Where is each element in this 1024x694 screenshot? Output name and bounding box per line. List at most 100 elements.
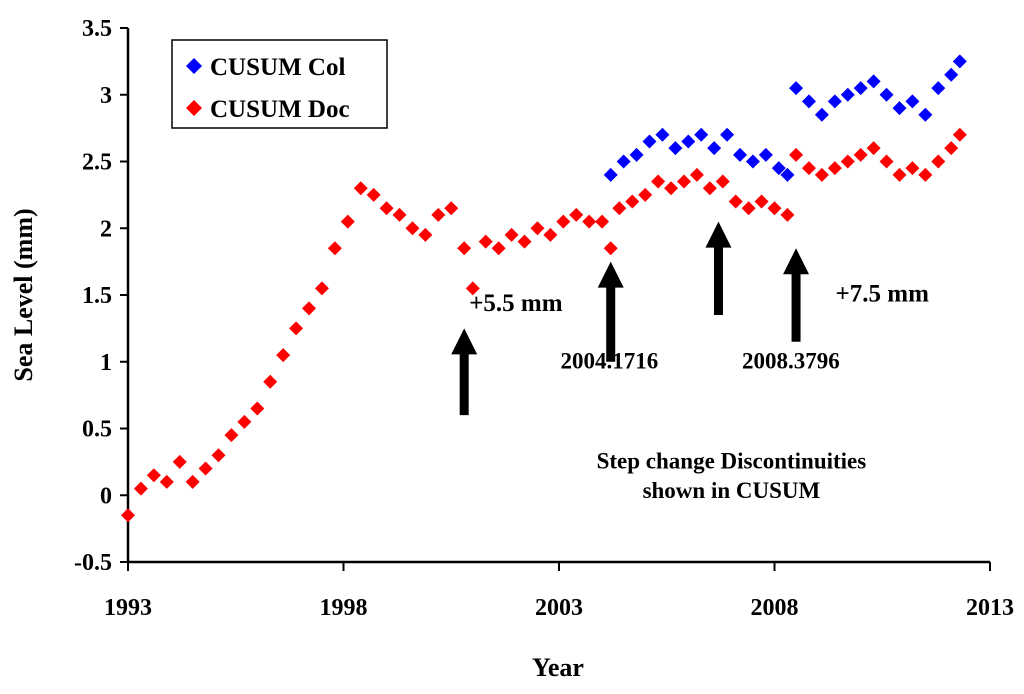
cusum-col-point xyxy=(681,134,696,149)
cusum-doc-point xyxy=(405,221,420,236)
cusum-col-point xyxy=(918,107,933,122)
cusum-doc-point xyxy=(754,194,769,209)
legend-marker xyxy=(186,58,202,74)
cusum-doc-point xyxy=(840,154,855,169)
legend: CUSUM Col CUSUM Doc xyxy=(171,39,388,129)
cusum-doc-point xyxy=(603,241,618,256)
cusum-col-point xyxy=(944,67,959,82)
cusum-doc-point xyxy=(133,481,148,496)
cusum-doc-point xyxy=(905,161,920,176)
cusum-col-point xyxy=(879,87,894,102)
cusum-doc-point xyxy=(121,508,135,523)
cusum-doc-point xyxy=(379,201,394,216)
cusum-col-point xyxy=(629,147,644,162)
cusum-doc-point xyxy=(418,227,433,242)
x-tick-label: 1998 xyxy=(320,595,368,621)
cusum-doc-point xyxy=(289,321,304,336)
cusum-col-point xyxy=(707,141,722,156)
cusum-col-point xyxy=(892,101,907,116)
legend-label: CUSUM Col xyxy=(210,54,345,81)
y-tick-label: 2 xyxy=(100,216,112,242)
cusum-col-point xyxy=(655,127,670,142)
annotation-note: Step change Discontinuities xyxy=(597,449,867,474)
cusum-doc-point xyxy=(211,448,226,463)
cusum-col-point xyxy=(866,74,881,89)
data-points xyxy=(121,54,967,523)
cusum-doc-point xyxy=(159,474,174,489)
cusum-doc-point xyxy=(314,281,329,296)
cusum-doc-point xyxy=(931,154,946,169)
cusum-col-point xyxy=(616,154,631,169)
annotation-label: 2008.3796 xyxy=(742,348,840,373)
y-tick-label: 2.5 xyxy=(82,150,112,176)
cusum-col-point xyxy=(827,94,842,109)
cusum-doc-point xyxy=(715,174,730,189)
cusum-col-point xyxy=(758,147,773,162)
y-tick-label: 1 xyxy=(100,350,112,376)
cusum-doc-point xyxy=(676,174,691,189)
cusum-doc-point xyxy=(250,401,265,416)
cusum-doc-point xyxy=(702,181,717,196)
step-arrows xyxy=(451,221,810,416)
cusum-doc-point xyxy=(918,167,933,182)
arrow-head xyxy=(597,261,624,288)
cusum-doc-point xyxy=(595,214,610,229)
y-tick-label: 3.5 xyxy=(82,16,112,42)
cusum-doc-point xyxy=(801,161,816,176)
cusum-doc-point xyxy=(543,227,558,242)
annotations: +5.5 mm 2004.1716 2008.3796 +7.5 mm Step cha… xyxy=(469,281,929,503)
cusum-doc-point xyxy=(263,374,278,389)
cusum-col-point xyxy=(780,167,795,182)
x-tick-label: 2008 xyxy=(751,595,799,621)
y-tick-label: 3 xyxy=(100,83,112,109)
cusum-doc-point xyxy=(625,194,640,209)
annotation-label: +7.5 mm xyxy=(836,281,930,308)
cusum-doc-point xyxy=(530,221,545,236)
cusum-doc-point xyxy=(866,141,881,156)
cusum-col-point xyxy=(853,81,868,96)
cusum-doc-point xyxy=(444,201,459,216)
annotation-note: shown in CUSUM xyxy=(643,478,821,503)
cusum-doc-point xyxy=(478,234,493,249)
cusum-doc-point xyxy=(327,241,342,256)
cusum-col-point xyxy=(840,87,855,102)
cusum-col-point xyxy=(789,81,804,96)
cusum-col-point xyxy=(720,127,735,142)
cusum-doc-point xyxy=(491,241,506,256)
x-tick-label: 2003 xyxy=(535,595,583,621)
y-tick-label: 1.5 xyxy=(82,283,112,309)
cusum-col-point xyxy=(745,154,760,169)
cusum-doc-point xyxy=(892,167,907,182)
y-tick-label: 0 xyxy=(100,483,112,509)
cusum-doc-point xyxy=(612,201,627,216)
axes: -0.5 0 0.5 1 1.5 2 2.5 3 3.5 1993 1998 2003 2008 2013 xyxy=(74,16,1014,621)
cusum-doc-point xyxy=(431,207,446,222)
cusum-doc-point xyxy=(353,181,368,196)
cusum-doc-point xyxy=(651,174,666,189)
arrow-head xyxy=(451,328,478,355)
x-axis-title: Year xyxy=(532,653,584,682)
x-tick-label: 2013 xyxy=(966,595,1014,621)
arrow-head xyxy=(783,248,810,275)
cusum-doc-point xyxy=(569,207,584,222)
cusum-doc-point xyxy=(224,428,239,443)
cusum-col-point xyxy=(603,167,618,182)
cusum-doc-point xyxy=(952,127,967,142)
legend-label: CUSUM Doc xyxy=(210,96,350,123)
cusum-col-point xyxy=(801,94,816,109)
cusum-doc-point xyxy=(185,474,200,489)
cusum-col-point xyxy=(905,94,920,109)
cusum-doc-point xyxy=(827,161,842,176)
cusum-doc-point xyxy=(457,241,472,256)
cusum-doc-point xyxy=(302,301,317,316)
y-tick-label: -0.5 xyxy=(74,550,112,576)
legend-marker xyxy=(186,100,202,116)
cusum-doc-point xyxy=(517,234,532,249)
cusum-doc-point xyxy=(789,147,804,162)
annotation-label: +5.5 mm xyxy=(469,290,563,317)
cusum-col-point xyxy=(931,81,946,96)
cusum-doc-point xyxy=(741,201,756,216)
cusum-col-point xyxy=(771,161,786,176)
cusum-doc-point xyxy=(465,281,480,296)
